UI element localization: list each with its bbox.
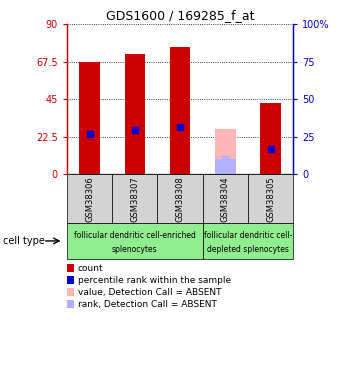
Text: count: count (78, 264, 104, 273)
Bar (215, 159, 236, 174)
Bar (125, 54, 145, 174)
Text: follicular dendritic cell-: follicular dendritic cell- (204, 231, 292, 240)
Text: splenocytes: splenocytes (112, 245, 158, 254)
Text: depleted splenocytes: depleted splenocytes (207, 245, 289, 254)
Bar (67, 174, 112, 223)
Text: GSM38306: GSM38306 (85, 176, 94, 222)
Text: cell type: cell type (3, 236, 45, 246)
Text: value, Detection Call = ABSENT: value, Detection Call = ABSENT (78, 288, 221, 297)
Bar (67, 223, 203, 259)
Text: GSM38305: GSM38305 (266, 176, 275, 222)
Bar (248, 174, 293, 223)
Bar (157, 174, 203, 223)
Bar (112, 174, 157, 223)
Title: GDS1600 / 169285_f_at: GDS1600 / 169285_f_at (106, 9, 254, 22)
Text: follicular dendritic cell-enriched: follicular dendritic cell-enriched (74, 231, 196, 240)
Bar (203, 174, 248, 223)
Text: rank, Detection Call = ABSENT: rank, Detection Call = ABSENT (78, 300, 217, 309)
Bar (260, 103, 281, 174)
Text: percentile rank within the sample: percentile rank within the sample (78, 276, 231, 285)
Bar (215, 129, 236, 174)
Text: GSM38308: GSM38308 (176, 176, 185, 222)
Bar (203, 223, 293, 259)
Text: GSM38307: GSM38307 (130, 176, 139, 222)
Bar (79, 62, 100, 174)
Text: GSM38304: GSM38304 (221, 176, 230, 222)
Bar (170, 47, 190, 174)
